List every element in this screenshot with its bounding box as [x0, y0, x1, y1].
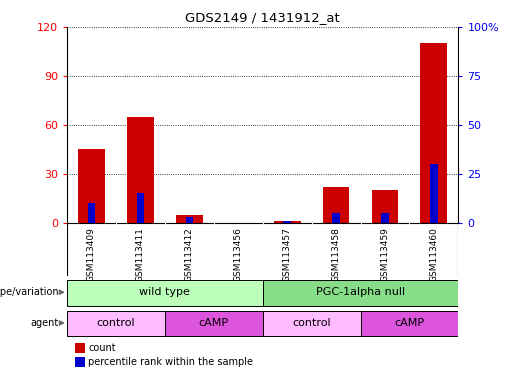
Text: GSM113409: GSM113409	[87, 227, 96, 282]
Bar	[78, 149, 105, 223]
Text: GSM113457: GSM113457	[283, 227, 291, 282]
Bar	[185, 217, 193, 223]
Text: cAMP: cAMP	[199, 318, 229, 328]
Text: cAMP: cAMP	[394, 318, 424, 328]
Bar	[273, 221, 301, 223]
Bar	[430, 164, 438, 223]
Text: GSM113412: GSM113412	[185, 227, 194, 282]
Bar	[165, 311, 263, 336]
Bar	[263, 311, 360, 336]
Text: control: control	[293, 318, 331, 328]
Bar	[75, 343, 84, 353]
Text: control: control	[97, 318, 135, 328]
Bar	[88, 203, 95, 223]
Text: percentile rank within the sample: percentile rank within the sample	[89, 357, 253, 367]
Text: GSM113456: GSM113456	[234, 227, 243, 282]
Bar	[176, 215, 203, 223]
Text: GSM113458: GSM113458	[332, 227, 340, 282]
Bar	[67, 311, 165, 336]
Text: genotype/variation: genotype/variation	[0, 287, 59, 297]
Bar	[283, 221, 291, 223]
Text: PGC-1alpha null: PGC-1alpha null	[316, 287, 405, 297]
Bar	[371, 190, 399, 223]
Text: wild type: wild type	[140, 287, 190, 297]
Text: count: count	[89, 343, 116, 353]
Bar	[263, 280, 458, 306]
Text: agent: agent	[31, 318, 59, 328]
Bar	[136, 194, 144, 223]
Bar	[75, 357, 84, 367]
Bar	[127, 117, 154, 223]
Bar	[420, 43, 448, 223]
Bar	[332, 213, 340, 223]
Text: GSM113459: GSM113459	[381, 227, 389, 282]
Bar	[322, 187, 350, 223]
Bar	[381, 213, 389, 223]
Text: GSM113411: GSM113411	[136, 227, 145, 282]
Bar	[360, 311, 458, 336]
Title: GDS2149 / 1431912_at: GDS2149 / 1431912_at	[185, 11, 340, 24]
Bar	[67, 280, 263, 306]
Text: GSM113460: GSM113460	[430, 227, 438, 282]
